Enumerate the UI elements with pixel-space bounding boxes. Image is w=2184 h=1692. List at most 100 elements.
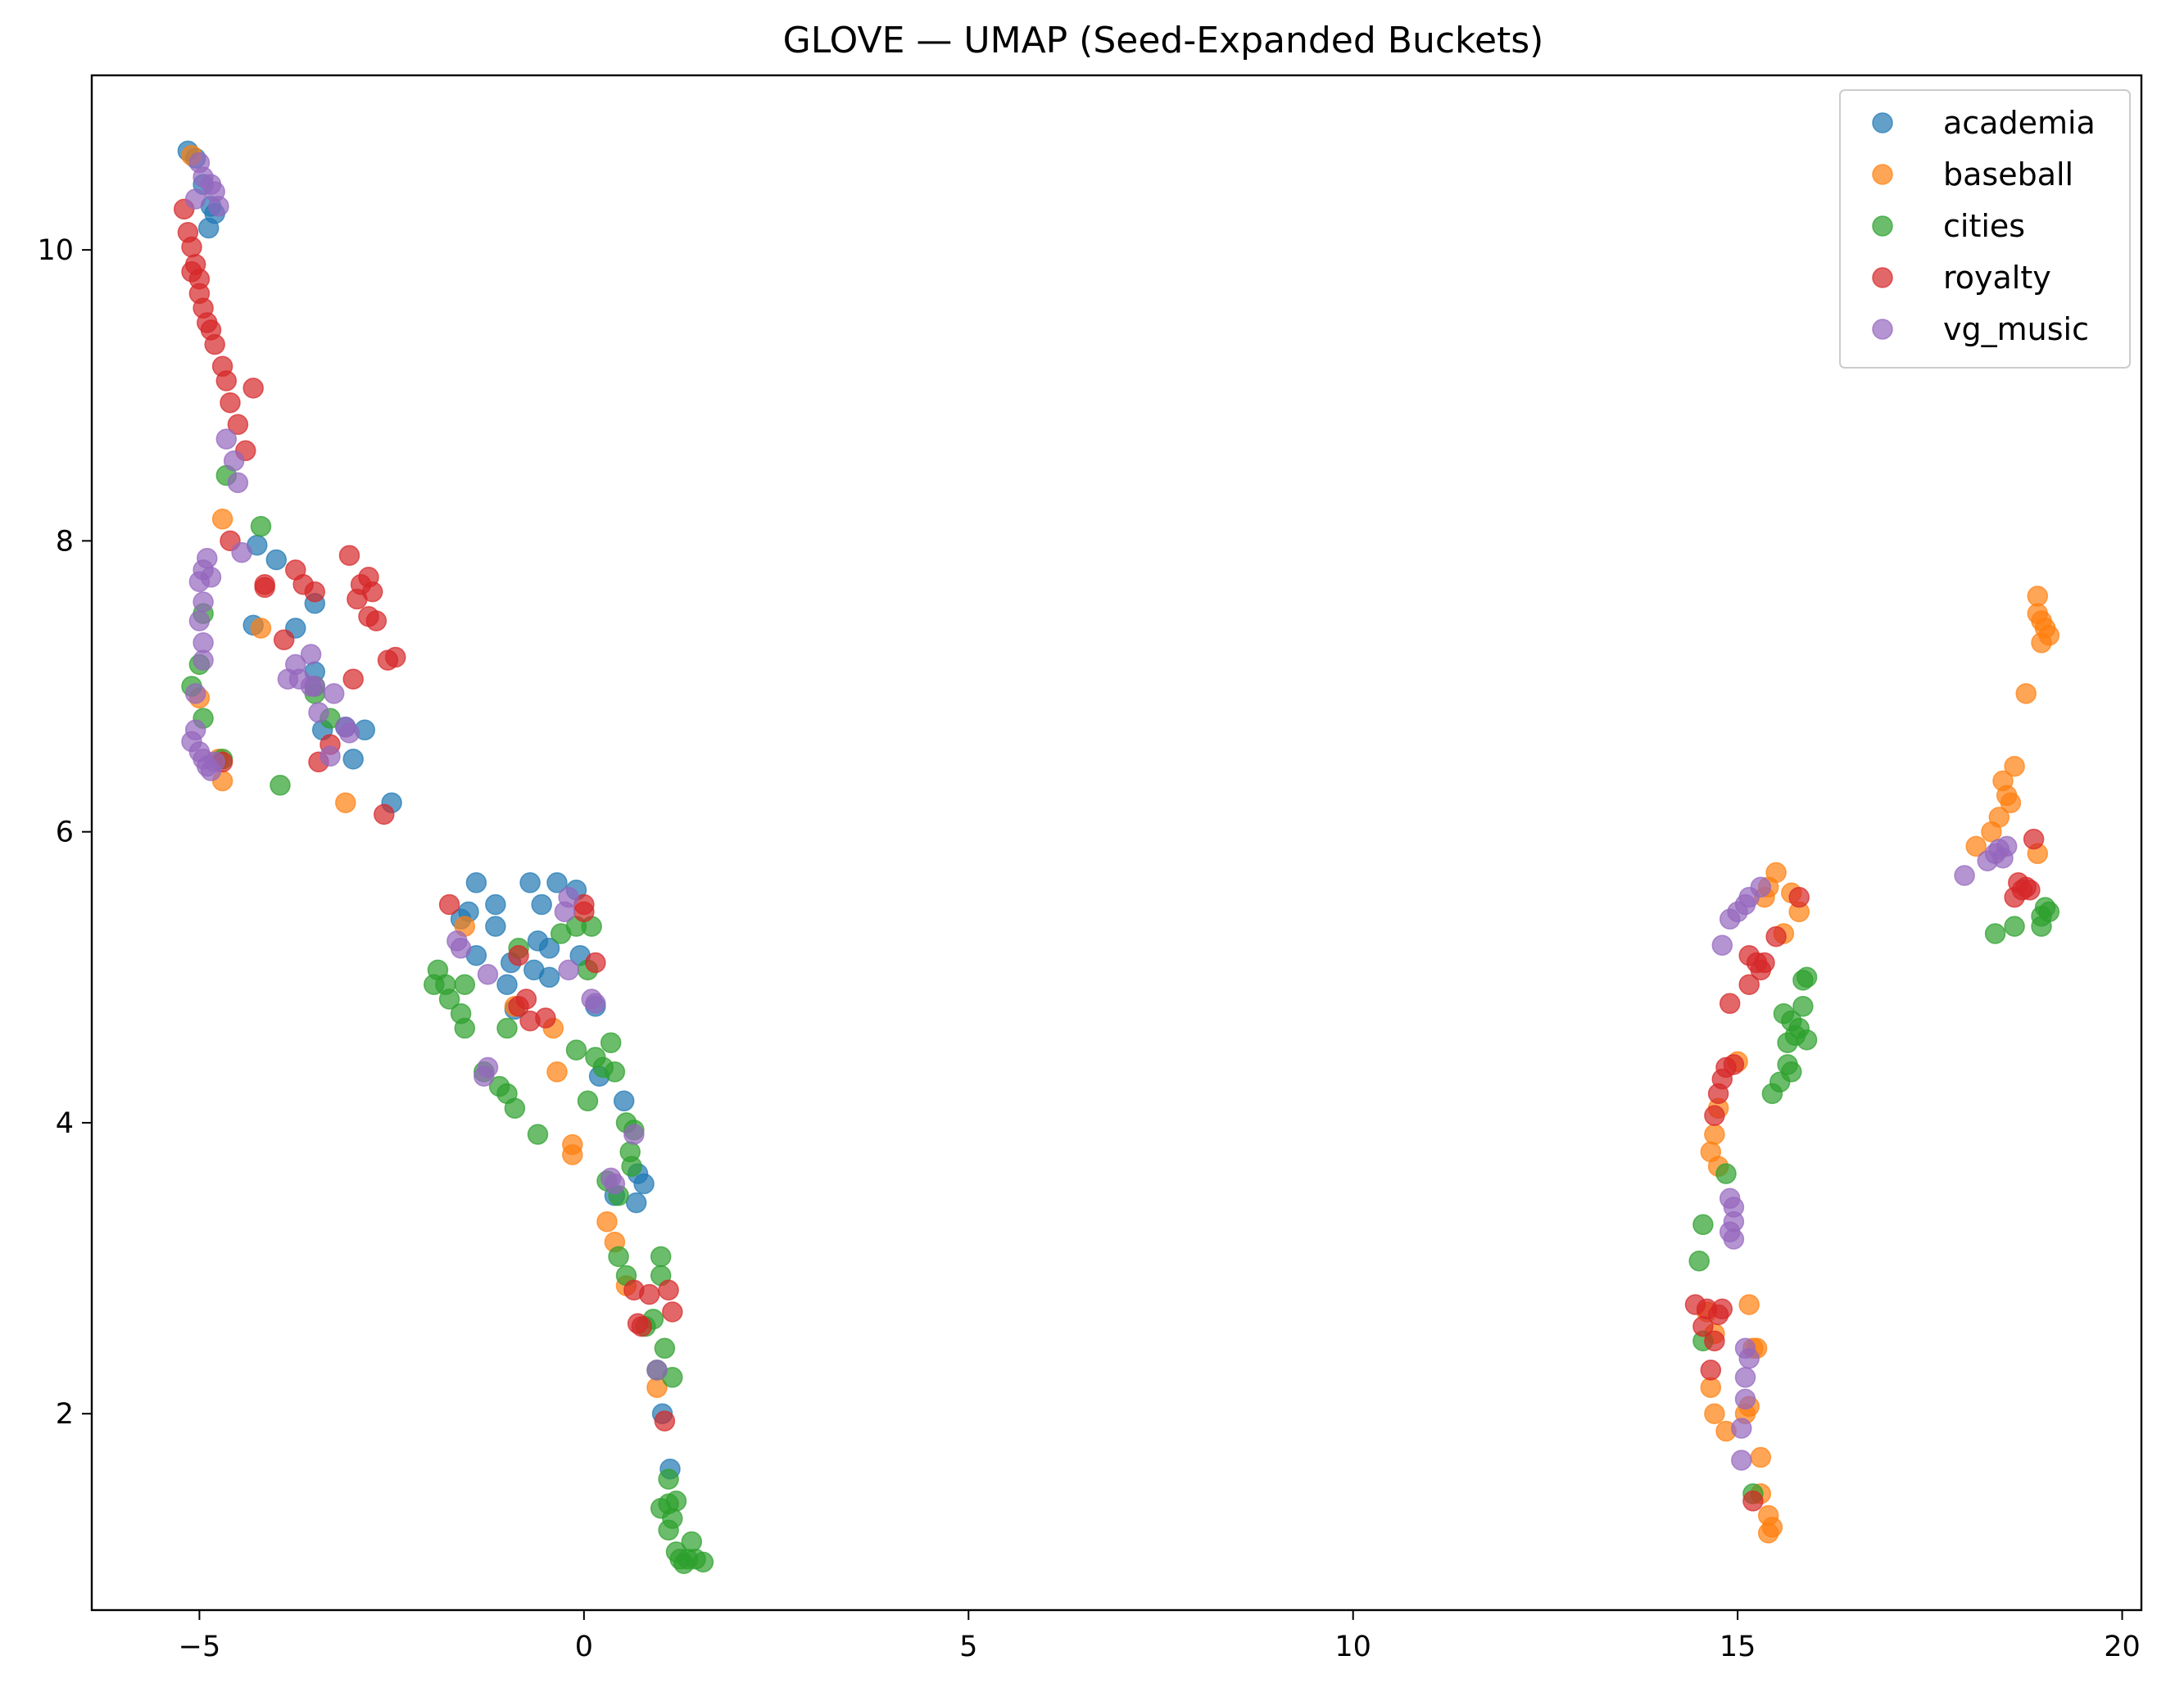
legend-marker-academia — [1872, 112, 1893, 133]
point-cities — [577, 1090, 599, 1112]
point-vg_music — [450, 938, 472, 959]
point-royalty — [254, 577, 275, 599]
point-vg_music — [227, 472, 249, 494]
y-tick-label: 6 — [56, 817, 74, 849]
x-tick-label: 5 — [959, 1631, 977, 1663]
series-vg_music — [181, 152, 2018, 1471]
x-tick-label: 0 — [575, 1631, 593, 1663]
point-academia — [538, 938, 560, 959]
point-vg_music — [646, 1359, 668, 1381]
point-cities — [650, 1246, 672, 1268]
point-cities — [1984, 923, 2006, 944]
point-vg_music — [338, 722, 360, 744]
legend: academia baseball cities royalty vg_music — [1839, 89, 2131, 369]
point-royalty — [1711, 1298, 1733, 1320]
point-cities — [1692, 1214, 1714, 1236]
x-axis: −5 0 5 10 15 20 — [179, 1610, 2141, 1663]
point-baseball — [2015, 683, 2037, 704]
point-cities — [1796, 966, 1818, 989]
legend-label-royalty: royalty — [1943, 260, 2051, 296]
point-royalty — [1742, 1491, 1764, 1512]
point-baseball — [2027, 586, 2049, 607]
point-cities — [692, 1551, 714, 1573]
point-royalty — [1704, 1330, 1725, 1352]
point-academia — [496, 974, 518, 995]
point-cities — [270, 775, 291, 796]
point-vg_music — [1954, 865, 1975, 886]
point-royalty — [1723, 1054, 1745, 1075]
point-vg_music — [604, 1173, 626, 1195]
point-cities — [658, 1468, 679, 1490]
point-cities — [504, 1097, 526, 1119]
point-academia — [485, 894, 506, 916]
x-tick-label: 15 — [1720, 1631, 1756, 1663]
point-royalty — [338, 545, 360, 566]
point-baseball — [1700, 1377, 1722, 1398]
point-royalty — [1738, 974, 1760, 995]
x-tick-label: 20 — [2104, 1631, 2141, 1663]
point-vg_music — [623, 1124, 645, 1145]
point-royalty — [242, 378, 264, 399]
point-royalty — [535, 1007, 556, 1029]
series-cities — [181, 464, 2060, 1574]
point-royalty — [342, 668, 364, 690]
point-cities — [665, 1491, 687, 1512]
point-royalty — [508, 996, 529, 1017]
point-vg_music — [277, 668, 299, 690]
point-baseball — [596, 1210, 618, 1233]
point-vg_music — [1750, 876, 1772, 898]
point-vg_music — [204, 751, 225, 773]
y-tick-label: 10 — [37, 234, 74, 267]
x-tick-label: −5 — [179, 1631, 221, 1663]
point-cities — [1688, 1250, 1710, 1272]
point-royalty — [204, 333, 225, 355]
point-cities — [496, 1017, 518, 1039]
point-vg_music — [188, 571, 211, 592]
chart-title: GLOVE — UMAP (Seed-Expanded Buckets) — [783, 20, 1544, 61]
point-cities — [621, 1156, 642, 1177]
point-royalty — [365, 610, 387, 631]
point-royalty — [631, 1315, 653, 1337]
point-cities — [2004, 916, 2025, 937]
point-royalty — [1700, 1359, 1722, 1381]
point-baseball — [1750, 1446, 1772, 1468]
point-vg_music — [554, 901, 576, 923]
point-cities — [608, 1246, 629, 1268]
point-baseball — [2004, 755, 2025, 777]
point-royalty — [181, 236, 202, 258]
point-academia — [519, 872, 541, 894]
point-vg_music — [323, 683, 345, 704]
point-royalty — [215, 370, 238, 391]
point-vg_music — [308, 702, 329, 723]
point-royalty — [304, 581, 326, 603]
point-baseball — [546, 1061, 568, 1083]
point-vg_music — [193, 632, 214, 654]
point-cities — [1792, 996, 1814, 1017]
point-royalty — [1719, 993, 1741, 1015]
point-royalty — [508, 944, 529, 966]
point-cities — [1715, 1163, 1737, 1184]
point-vg_music — [231, 541, 252, 563]
point-royalty — [1704, 1105, 1725, 1126]
point-baseball — [335, 792, 356, 813]
point-vg_music — [558, 959, 579, 981]
point-academia — [342, 749, 364, 770]
legend-marker-cities — [1872, 215, 1893, 237]
point-cities — [454, 1017, 476, 1039]
plot-frame — [90, 74, 2143, 1612]
y-axis: 2 4 6 8 10 — [37, 234, 92, 1431]
point-vg_music — [304, 676, 326, 697]
point-academia — [197, 217, 220, 239]
point-cities — [527, 1124, 549, 1145]
point-vg_music — [319, 745, 341, 767]
point-royalty — [1754, 952, 1775, 974]
point-academia — [465, 872, 487, 894]
point-royalty — [2023, 828, 2045, 850]
point-royalty — [658, 1279, 679, 1301]
y-tick-label: 2 — [56, 1398, 74, 1431]
point-vg_music — [1734, 1388, 1756, 1410]
legend-box — [1839, 89, 2131, 369]
point-cities — [681, 1531, 703, 1553]
point-baseball — [1761, 1517, 1783, 1538]
series-royalty — [173, 198, 2045, 1512]
